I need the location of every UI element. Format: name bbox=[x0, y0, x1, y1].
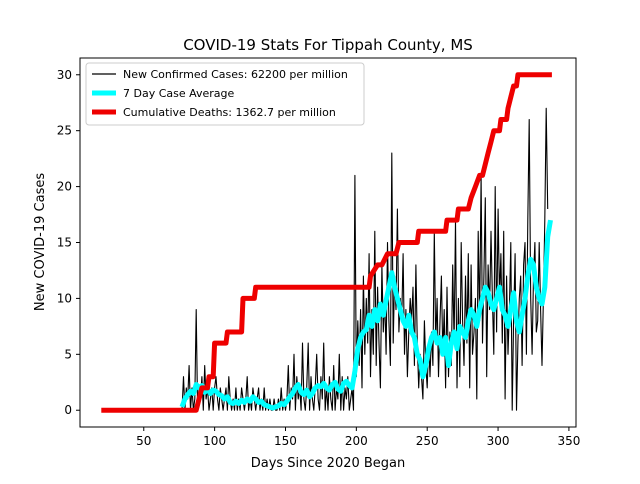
cumulative-deaths-line bbox=[101, 72, 552, 413]
y-tick-label: 30 bbox=[57, 68, 72, 82]
plot-area bbox=[101, 72, 553, 413]
x-tick-label: 50 bbox=[136, 434, 151, 448]
legend-label-7-day-average: 7 Day Case Average bbox=[123, 87, 235, 100]
legend-box bbox=[85, 62, 365, 126]
x-tick-label: 350 bbox=[557, 434, 580, 448]
x-tick-label: 200 bbox=[345, 434, 368, 448]
x-tick-label: 100 bbox=[203, 434, 226, 448]
y-tick-label: 25 bbox=[57, 124, 72, 138]
y-tick-label: 20 bbox=[57, 180, 72, 194]
x-tick-label: 300 bbox=[487, 434, 510, 448]
x-axis-label: Days Since 2020 Began bbox=[251, 456, 406, 471]
x-tick-label: 250 bbox=[416, 434, 439, 448]
y-axis-label: New COVID-19 Cases bbox=[33, 173, 48, 311]
legend: New Confirmed Cases: 62200 per million 7… bbox=[85, 62, 365, 126]
y-tick-label: 5 bbox=[64, 347, 72, 361]
x-tick-label: 150 bbox=[274, 434, 297, 448]
y-tick-label: 10 bbox=[57, 291, 72, 305]
y-tick-label: 15 bbox=[57, 236, 72, 250]
y-axis: 0 5 10 15 20 25 30 bbox=[57, 68, 80, 417]
legend-label-new-cases: New Confirmed Cases: 62200 per million bbox=[123, 68, 348, 81]
seven-day-average-line bbox=[179, 219, 553, 411]
y-tick-label: 0 bbox=[64, 403, 72, 417]
x-axis: 50 100 150 200 250 300 350 bbox=[136, 427, 580, 448]
legend-label-cumulative-deaths: Cumulative Deaths: 1362.7 per million bbox=[123, 106, 336, 119]
chart-title: COVID-19 Stats For Tippah County, MS bbox=[183, 36, 473, 54]
